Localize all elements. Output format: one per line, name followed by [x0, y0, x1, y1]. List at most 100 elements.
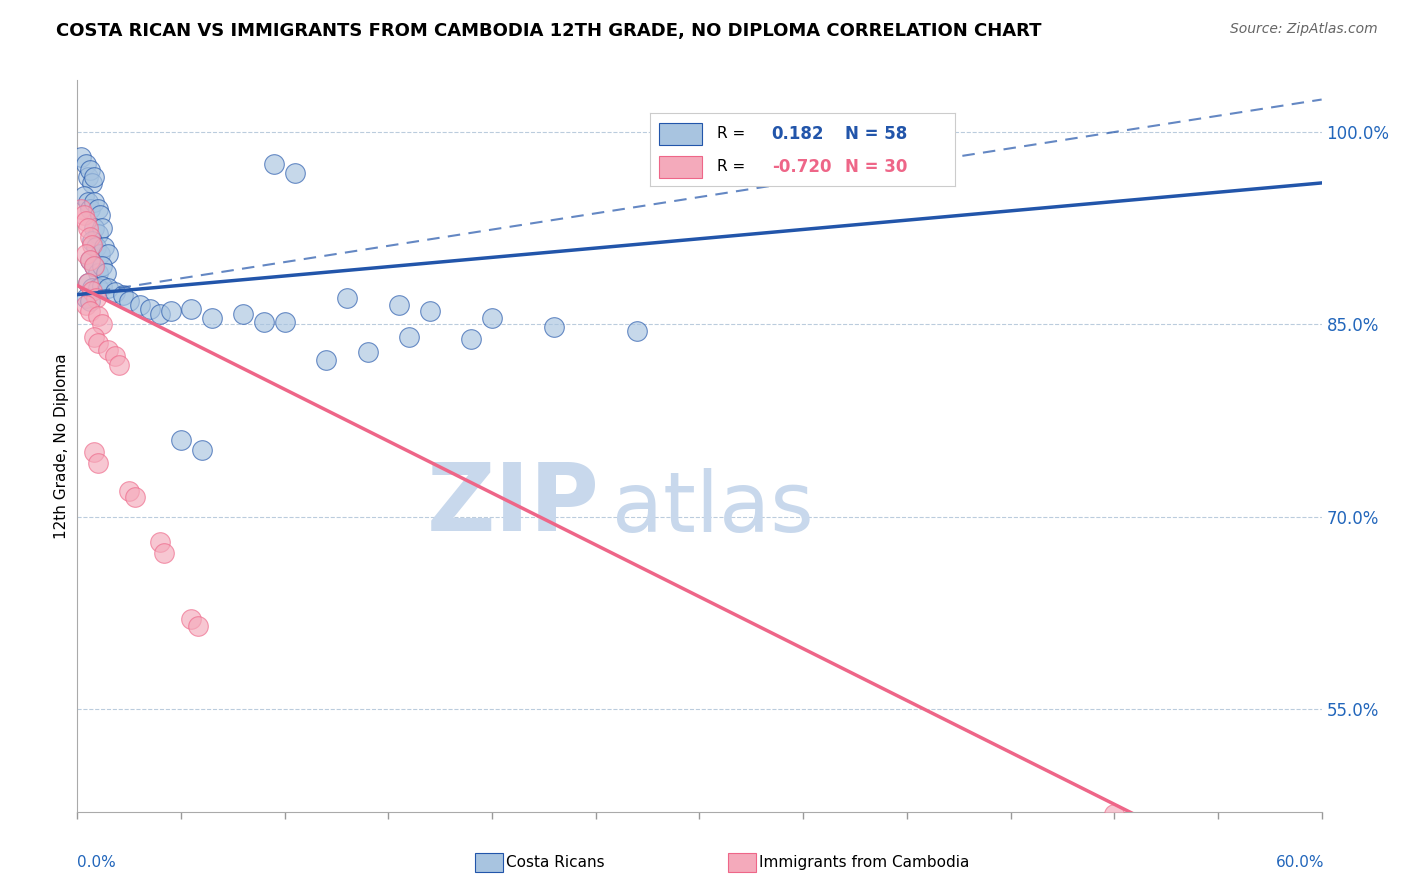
- Point: [87, 456, 110, 470]
- Text: 0.182: 0.182: [772, 125, 824, 143]
- Point: [187, 618, 209, 632]
- Point: [89, 208, 111, 222]
- Point: [87, 310, 110, 324]
- Point: [79, 304, 101, 318]
- Point: [104, 285, 127, 299]
- Point: [83, 195, 105, 210]
- Text: 0.0%: 0.0%: [77, 855, 117, 870]
- Point: [76, 169, 98, 184]
- Point: [79, 293, 101, 308]
- Point: [149, 307, 172, 321]
- Point: [87, 202, 110, 216]
- Point: [253, 314, 276, 328]
- Point: [80, 237, 103, 252]
- Point: [111, 287, 134, 301]
- Point: [460, 333, 482, 347]
- Point: [84, 292, 107, 306]
- Point: [79, 230, 101, 244]
- Text: N = 58: N = 58: [845, 125, 907, 143]
- Point: [97, 343, 120, 357]
- Point: [80, 234, 103, 248]
- Point: [80, 284, 103, 298]
- Point: [83, 220, 105, 235]
- Text: Costa Ricans: Costa Ricans: [506, 855, 605, 870]
- Point: [398, 330, 420, 344]
- Text: N = 30: N = 30: [845, 158, 907, 176]
- Point: [79, 163, 101, 178]
- Point: [263, 157, 285, 171]
- Point: [104, 349, 127, 363]
- Point: [388, 298, 411, 312]
- Bar: [659, 123, 702, 145]
- Point: [75, 214, 97, 228]
- Point: [357, 345, 380, 359]
- Point: [83, 330, 105, 344]
- Point: [80, 281, 103, 295]
- Text: Source: ZipAtlas.com: Source: ZipAtlas.com: [1230, 22, 1378, 37]
- Point: [180, 301, 202, 316]
- Y-axis label: 12th Grade, No Diploma: 12th Grade, No Diploma: [53, 353, 69, 539]
- Point: [118, 483, 141, 498]
- Point: [80, 176, 103, 190]
- Point: [91, 278, 114, 293]
- Point: [232, 307, 254, 321]
- Point: [76, 195, 98, 210]
- Point: [79, 252, 101, 267]
- Point: [87, 227, 110, 242]
- Point: [139, 301, 162, 316]
- Point: [83, 169, 105, 184]
- Point: [91, 220, 114, 235]
- Point: [191, 442, 214, 457]
- Text: Immigrants from Cambodia: Immigrants from Cambodia: [759, 855, 970, 870]
- Point: [72, 188, 94, 202]
- Bar: [659, 155, 702, 178]
- Point: [72, 208, 94, 222]
- Point: [87, 336, 110, 351]
- Point: [76, 276, 98, 290]
- Point: [83, 260, 105, 274]
- Point: [170, 433, 193, 447]
- Point: [70, 202, 93, 216]
- Text: ZIP: ZIP: [427, 458, 600, 550]
- Text: COSTA RICAN VS IMMIGRANTS FROM CAMBODIA 12TH GRADE, NO DIPLOMA CORRELATION CHART: COSTA RICAN VS IMMIGRANTS FROM CAMBODIA …: [56, 22, 1042, 40]
- Point: [87, 266, 110, 280]
- Point: [315, 353, 337, 368]
- Point: [481, 310, 503, 325]
- Point: [91, 317, 114, 331]
- Point: [108, 358, 131, 372]
- Point: [149, 535, 172, 549]
- Text: 60.0%: 60.0%: [1277, 855, 1324, 870]
- Point: [76, 220, 98, 235]
- Text: R =: R =: [717, 126, 749, 141]
- Point: [75, 292, 97, 306]
- Point: [159, 304, 181, 318]
- Point: [543, 319, 565, 334]
- Point: [153, 545, 176, 559]
- Point: [79, 202, 101, 216]
- Point: [75, 246, 97, 260]
- Point: [89, 246, 111, 260]
- Point: [118, 293, 141, 308]
- Point: [84, 240, 107, 254]
- Point: [83, 260, 105, 274]
- Point: [336, 292, 359, 306]
- Text: atlas: atlas: [613, 467, 814, 549]
- Point: [76, 276, 98, 290]
- Point: [93, 240, 115, 254]
- Point: [87, 281, 110, 295]
- Point: [284, 166, 307, 180]
- Text: -0.720: -0.720: [772, 158, 831, 176]
- Point: [128, 298, 150, 312]
- Point: [201, 310, 224, 325]
- Point: [180, 612, 202, 626]
- Point: [419, 304, 441, 318]
- Point: [97, 281, 120, 295]
- Point: [91, 260, 114, 274]
- Point: [124, 491, 146, 505]
- Point: [97, 246, 120, 260]
- Text: R =: R =: [717, 159, 749, 174]
- Point: [75, 157, 97, 171]
- Point: [70, 150, 93, 164]
- Point: [79, 252, 101, 267]
- Point: [626, 324, 648, 338]
